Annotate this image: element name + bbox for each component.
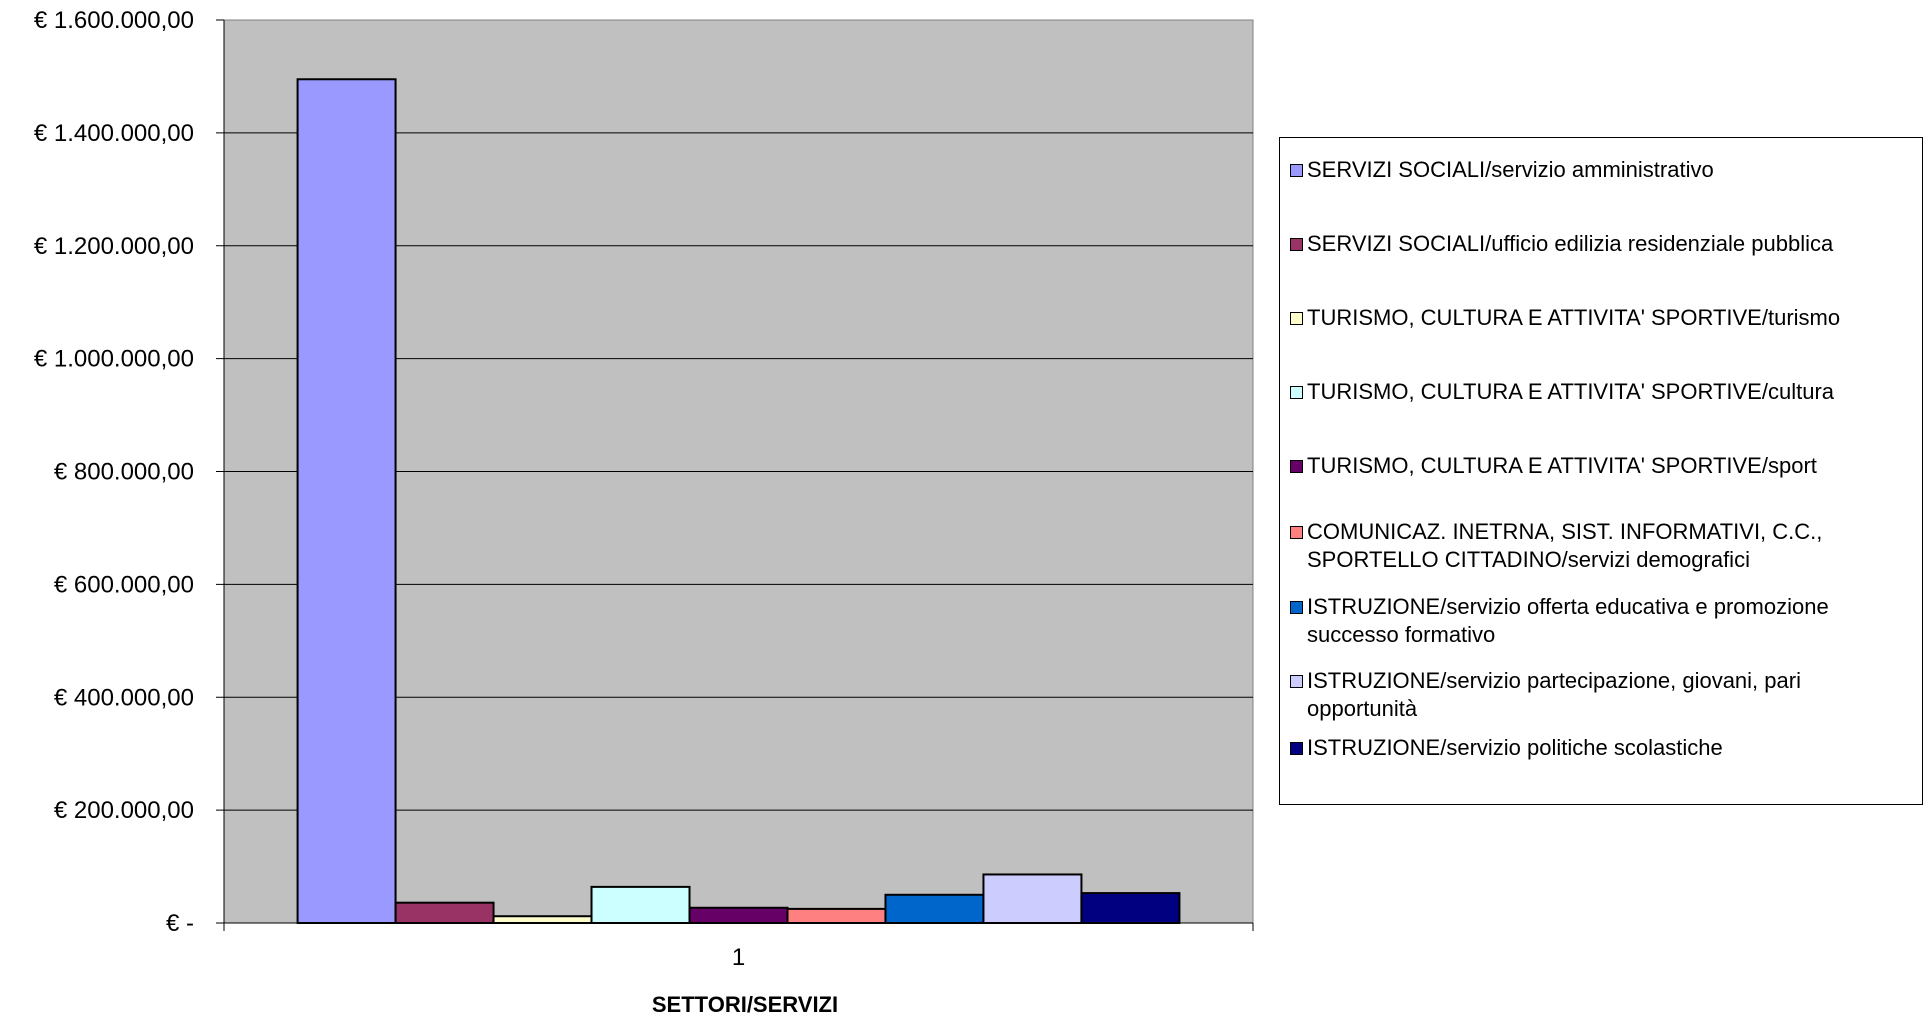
bar-series-5: [688, 906, 789, 925]
legend-label: ISTRUZIONE/servizio offerta educativa e …: [1307, 594, 1829, 647]
tick-labels: € - € 200.000,00 € 400.000,00 € 600.000,00 €…: [34, 7, 745, 971]
legend-item: COMUNICAZ. INETRNA, SIST. INFORMATIVI, C…: [1290, 518, 1910, 574]
legend-item: TURISMO, CULTURA E ATTIVITA' SPORTIVE/sp…: [1290, 452, 1910, 480]
bar-series-1: [296, 78, 397, 924]
legend-label: ISTRUZIONE/servizio politiche scolastich…: [1307, 735, 1723, 760]
y-tick-label: € 800.000,00: [54, 459, 194, 486]
legend-item: TURISMO, CULTURA E ATTIVITA' SPORTIVE/cu…: [1290, 378, 1910, 406]
legend-label: SERVIZI SOCIALI/servizio amministrativo: [1307, 157, 1714, 182]
legend-item: TURISMO, CULTURA E ATTIVITA' SPORTIVE/tu…: [1290, 304, 1910, 332]
legend-label: COMUNICAZ. INETRNA, SIST. INFORMATIVI, C…: [1307, 519, 1823, 572]
legend-item: ISTRUZIONE/servizio partecipazione, giov…: [1290, 667, 1910, 723]
legend-swatch: [1290, 238, 1303, 251]
legend: SERVIZI SOCIALI/servizio amministrativo S…: [1279, 137, 1923, 805]
y-tick-label: € 1.600.000,00: [34, 7, 194, 34]
legend-swatch: [1290, 164, 1303, 177]
bars: [296, 78, 1181, 925]
bar-series-4: [590, 885, 691, 925]
legend-item: SERVIZI SOCIALI/ufficio edilizia residen…: [1290, 230, 1910, 258]
legend-swatch: [1290, 526, 1303, 539]
legend-swatch: [1290, 742, 1303, 755]
bar-series-9: [1080, 892, 1181, 925]
y-tick-label: € 1.400.000,00: [34, 120, 194, 147]
legend-item: ISTRUZIONE/servizio politiche scolastich…: [1290, 734, 1910, 762]
legend-label: TURISMO, CULTURA E ATTIVITA' SPORTIVE/tu…: [1307, 305, 1841, 330]
legend-label: TURISMO, CULTURA E ATTIVITA' SPORTIVE/cu…: [1307, 379, 1835, 404]
legend-item: ISTRUZIONE/servizio offerta educativa e …: [1290, 593, 1910, 649]
bar-series-2: [394, 901, 495, 924]
legend-label: ISTRUZIONE/servizio partecipazione, giov…: [1307, 668, 1801, 721]
x-axis-label: SETTORI/SERVIZI: [652, 992, 838, 1017]
bar-series-8: [982, 873, 1083, 924]
legend-item: SERVIZI SOCIALI/servizio amministrativo: [1290, 156, 1910, 184]
y-tick-label: € 1.200.000,00: [34, 233, 194, 260]
legend-swatch: [1290, 312, 1303, 325]
bar-series-6: [786, 907, 887, 924]
legend-swatch: [1290, 601, 1303, 614]
legend-swatch: [1290, 460, 1303, 473]
y-tick-label: € 200.000,00: [54, 797, 194, 824]
legend-label: SERVIZI SOCIALI/ufficio edilizia residen…: [1307, 231, 1834, 256]
y-tick-label: € 600.000,00: [54, 571, 194, 598]
y-tick-label: € -: [166, 910, 194, 937]
bar-series-7: [884, 893, 985, 924]
y-tick-label: € 1.000.000,00: [34, 346, 194, 373]
x-tick-label: 1: [732, 944, 745, 971]
axes: [216, 19, 1254, 931]
y-tick-label: € 400.000,00: [54, 684, 194, 711]
bar-series-3: [492, 915, 593, 924]
legend-swatch: [1290, 386, 1303, 399]
legend-label: TURISMO, CULTURA E ATTIVITA' SPORTIVE/sp…: [1307, 453, 1817, 478]
legend-swatch: [1290, 675, 1303, 688]
